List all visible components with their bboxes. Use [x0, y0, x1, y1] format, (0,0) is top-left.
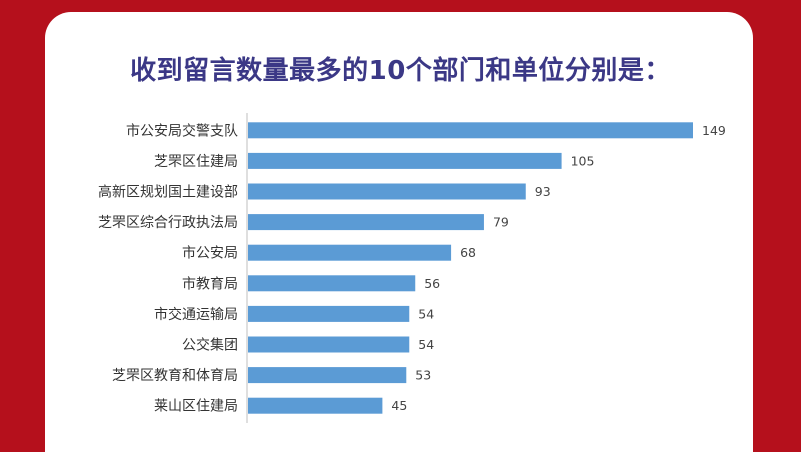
bar — [248, 152, 562, 169]
bar — [248, 244, 452, 261]
category-label: 公交集团 — [182, 337, 238, 354]
bar — [248, 336, 410, 353]
value-label: 68 — [460, 245, 476, 260]
category-label: 芝罘区教育和体育局 — [112, 368, 238, 384]
category-label: 市交通运输局 — [154, 306, 238, 323]
value-label: 93 — [535, 184, 551, 199]
value-label: 53 — [415, 368, 431, 383]
value-label: 45 — [391, 398, 407, 413]
bar — [248, 367, 407, 384]
category-label: 市教育局 — [182, 275, 238, 292]
value-label: 105 — [571, 153, 595, 168]
bar — [248, 214, 484, 231]
value-label: 149 — [702, 123, 726, 138]
value-label: 56 — [424, 276, 440, 291]
category-label: 莱山区住建局 — [154, 399, 238, 415]
bar — [248, 275, 416, 292]
category-label: 市公安局交警支队 — [126, 122, 238, 139]
category-label: 市公安局 — [182, 245, 238, 262]
category-label: 芝罘区综合行政执法局 — [98, 215, 238, 231]
bar — [248, 305, 410, 322]
category-label: 高新区规划国土建设部 — [98, 184, 238, 201]
category-label: 芝罘区住建局 — [154, 154, 238, 170]
bar-chart: 市公安局交警支队 149 芝罘区住建局 105 高新区规划国土建设部 93 芝罘区综合行政执… — [98, 113, 726, 423]
value-label: 54 — [418, 306, 434, 321]
value-label: 79 — [493, 215, 509, 230]
bar — [248, 122, 693, 139]
page-title: 收到留言数量最多的10个部门和单位分别是： — [130, 56, 671, 86]
bar — [248, 183, 526, 200]
value-label: 54 — [418, 337, 434, 352]
bar — [248, 397, 383, 414]
